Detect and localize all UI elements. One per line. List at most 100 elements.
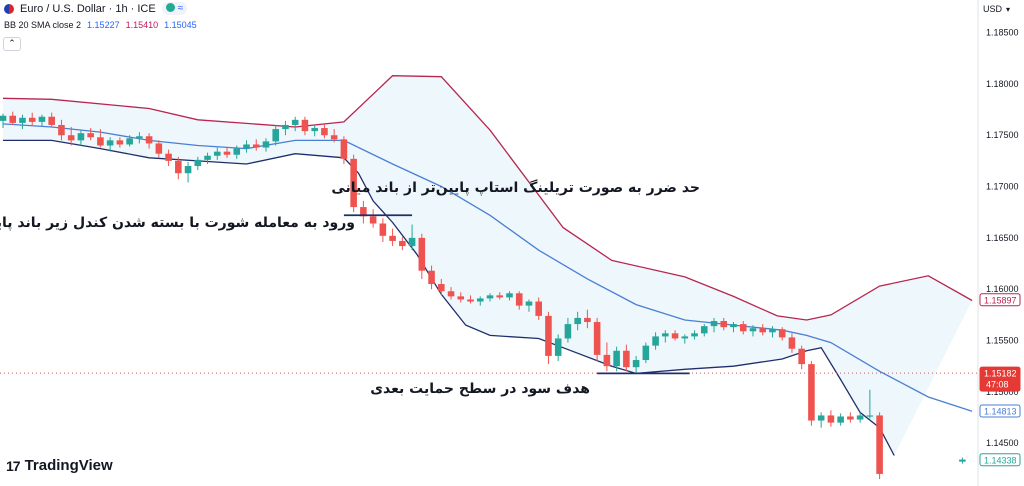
price-tag-countdown: 47:08 [986,380,1009,390]
candle-body [106,140,114,146]
candle [28,112,36,125]
candle-body [603,354,611,367]
candle-body [554,338,562,356]
candle-body [467,299,474,302]
candle [545,311,552,365]
candle [77,130,85,146]
candle [126,135,133,147]
candle [554,334,562,362]
candle [184,161,192,183]
candle-body [87,133,94,138]
price-tag-label: 1.14338 [984,455,1017,465]
candle-body [204,155,211,160]
candle-body [369,216,377,224]
candle-body [496,295,504,298]
candle [340,136,348,164]
y-tick-label: 1.14500 [986,438,1019,448]
candle [9,111,17,125]
price-tag-upper: 1.15897 [979,293,1021,307]
candle-body [700,326,708,334]
candle-body [739,324,747,332]
candle [389,228,396,247]
candle-body [408,237,416,247]
indicator-basis-value: 1.15227 [87,20,120,30]
symbol-row[interactable]: Euro / U.S. Dollar · 1h · ICE ≈ [4,2,188,15]
candle [204,152,211,164]
candle [438,278,445,296]
candle [662,330,669,343]
price-tag-label: 1.15897 [984,295,1017,305]
candle-body [710,321,718,327]
candle [399,236,406,251]
candle [97,129,104,148]
candle-body [778,329,786,338]
candle-body [730,324,737,328]
candle [301,116,309,136]
candle-body [77,133,85,141]
candle [798,345,805,370]
candle [311,124,318,137]
price-tag-box [979,404,1021,418]
candle-body [457,296,465,300]
candle-body [233,148,241,155]
price-tag-label: 1.15182 [984,369,1017,379]
candle-body [564,324,572,339]
market-status-pill[interactable]: ≈ [161,2,188,15]
candle-body [613,350,620,367]
candle-body [574,317,581,325]
candle [759,324,767,336]
candle [476,296,484,306]
price-axis[interactable]: 1.18500 1.18000 1.17500 1.17000 1.16500 1.160… [977,0,1019,486]
candle-body [194,159,202,167]
candle [428,265,435,290]
candle [223,147,231,158]
candle-body [262,141,270,148]
candle-body [447,291,455,297]
candle-body [9,115,17,123]
candle [58,119,65,141]
candle-body [330,135,338,140]
bollinger-band-fill [3,75,973,456]
candle-body [389,235,396,241]
candle [321,123,328,139]
candle-body [67,135,75,141]
candle-body [662,333,669,337]
take-profit-annotation: هدف سود در سطح حمایت بعدی [370,381,590,397]
candle [496,292,504,300]
tradingview-logo[interactable]: 17 TradingView [6,457,113,474]
currency-selector[interactable]: USD ▾ [983,4,1010,14]
candle [642,342,650,364]
candle [369,209,377,228]
candle-body [311,128,318,132]
entry-annotation: ورود به معامله شورت با بسته شدن کندل زیر… [0,215,355,231]
candle-body [350,158,357,208]
collapse-legend-button[interactable]: ⌃ [3,37,21,51]
candle-body [321,128,328,136]
candle-body [593,322,601,355]
basis-line [2,123,973,412]
candle [749,325,757,337]
price-tag-basis: 1.14813 [979,404,1021,418]
candle-body [515,293,523,306]
candle [175,156,182,180]
candle [87,128,94,141]
candle-body [681,336,689,339]
candle-body [428,270,435,285]
candle [691,330,698,340]
currency-label[interactable]: USD [982,4,1002,14]
y-tick-label: 1.17000 [986,182,1019,192]
candle-body [652,336,659,346]
candle-body [866,415,874,417]
candle-body [642,345,650,361]
candle-body [136,136,143,139]
y-tick-label: 1.17500 [986,130,1019,140]
candle-body [360,207,367,217]
candle-body [155,143,163,154]
symbol-title[interactable]: Euro / U.S. Dollar · 1h · ICE [20,2,156,15]
indicator-legend[interactable]: BB 20 SMA close 2 1.15227 1.15410 1.15045 [4,20,197,30]
candles [0,111,966,480]
indicator-label: BB 20 SMA close 2 [4,20,82,30]
candle [282,120,289,136]
